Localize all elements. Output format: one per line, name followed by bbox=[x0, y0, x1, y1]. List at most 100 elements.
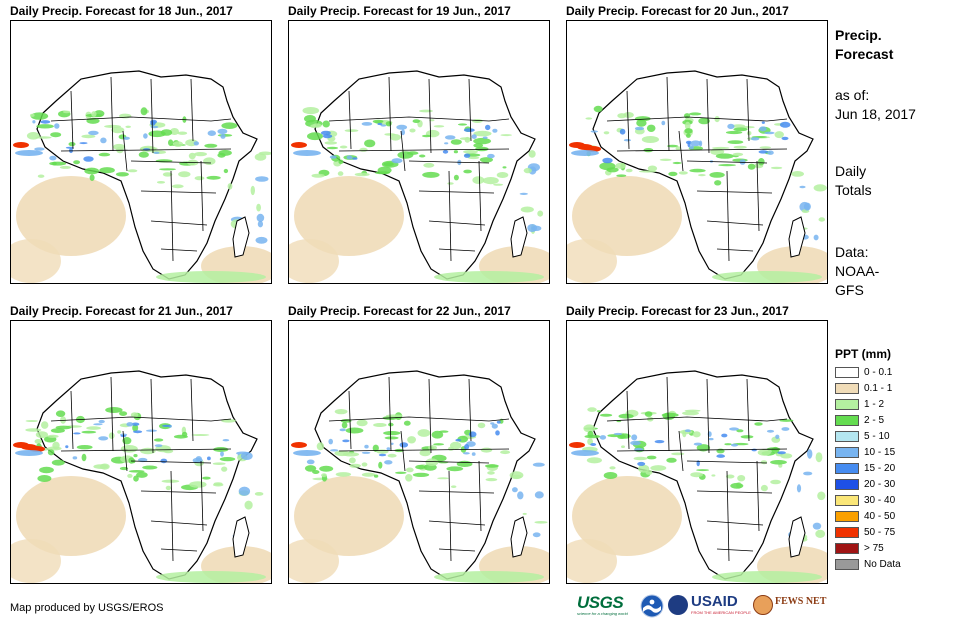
rain-cell bbox=[91, 111, 97, 117]
rain-cell bbox=[342, 452, 360, 457]
data-line-3: GFS bbox=[835, 282, 864, 298]
ocean-drizzle-area bbox=[572, 176, 682, 256]
rain-cell bbox=[373, 474, 379, 478]
rain-cell bbox=[587, 407, 597, 412]
rain-cell-heavy bbox=[384, 460, 393, 465]
rain-cell bbox=[30, 112, 49, 120]
rain-cell-heavy bbox=[491, 423, 498, 429]
rain-cell-heavy bbox=[761, 121, 765, 124]
rain-cell bbox=[321, 473, 327, 478]
rain-cell bbox=[644, 411, 653, 417]
rain-cell bbox=[736, 429, 744, 433]
indian-ocean-rain bbox=[512, 474, 522, 479]
rain-cell bbox=[603, 131, 610, 135]
country-border bbox=[190, 78, 194, 142]
rain-cell bbox=[758, 158, 765, 166]
rain-cell bbox=[617, 113, 627, 119]
rain-cell bbox=[30, 113, 35, 117]
rain-cell bbox=[140, 447, 156, 455]
rain-cell-heavy bbox=[54, 123, 60, 129]
indian-ocean-rain bbox=[519, 192, 528, 195]
legend-swatch bbox=[835, 446, 859, 458]
legend-row: 20 - 30 bbox=[835, 477, 960, 491]
rain-cell bbox=[188, 152, 196, 160]
rain-cell bbox=[302, 107, 320, 115]
rain-cell bbox=[714, 116, 720, 123]
rain-cell bbox=[359, 147, 368, 152]
rain-cell bbox=[117, 430, 122, 434]
rain-cell bbox=[322, 120, 330, 128]
ocean-drizzle-area bbox=[567, 239, 617, 283]
country-border bbox=[170, 170, 174, 262]
legend-label: 1 - 2 bbox=[864, 398, 885, 410]
rain-cell bbox=[383, 431, 401, 436]
rain-cell bbox=[395, 471, 407, 474]
country-border bbox=[400, 130, 406, 172]
country-border bbox=[400, 430, 406, 472]
indian-ocean-rain bbox=[803, 471, 813, 476]
rain-cell bbox=[621, 445, 625, 448]
precip-map bbox=[10, 320, 272, 584]
country-border bbox=[616, 148, 788, 152]
legend-label: 20 - 30 bbox=[864, 478, 896, 490]
indian-ocean-rain bbox=[534, 521, 548, 524]
country-border bbox=[468, 378, 472, 442]
country-border bbox=[418, 490, 495, 494]
rain-cell bbox=[312, 123, 322, 128]
rain-cell bbox=[384, 133, 396, 136]
rain-cell bbox=[105, 407, 123, 413]
rain-cell-heavy bbox=[391, 158, 403, 164]
intense-rain-cell bbox=[291, 442, 307, 448]
legend-label: 30 - 40 bbox=[864, 494, 896, 506]
rain-cell bbox=[34, 439, 43, 444]
country-border bbox=[338, 448, 510, 452]
rain-cell bbox=[35, 431, 48, 439]
rain-cell bbox=[119, 466, 129, 471]
rain-cell bbox=[361, 472, 376, 477]
southern-ocean-rain bbox=[712, 571, 822, 583]
indian-ocean-rain bbox=[238, 486, 251, 496]
indian-ocean-rain bbox=[528, 150, 536, 158]
rain-cell bbox=[138, 151, 149, 158]
rain-cell bbox=[47, 434, 59, 438]
rain-cell bbox=[609, 466, 616, 470]
indian-ocean-rain bbox=[512, 487, 518, 493]
country-border bbox=[726, 470, 730, 562]
legend-swatch bbox=[835, 462, 859, 474]
rain-cell bbox=[128, 457, 135, 464]
rain-cell bbox=[433, 443, 445, 446]
rain-cell-heavy bbox=[329, 155, 337, 159]
rain-cell-heavy bbox=[444, 142, 449, 145]
map-svg bbox=[289, 70, 549, 283]
rain-cell-heavy bbox=[463, 452, 470, 455]
intense-rain-cell bbox=[291, 142, 307, 148]
ocean-drizzle-area bbox=[16, 476, 126, 556]
rain-cell-heavy bbox=[49, 155, 57, 161]
rain-cell bbox=[453, 174, 459, 181]
rain-cell bbox=[733, 145, 747, 149]
rain-cell bbox=[737, 475, 746, 482]
legend-row: 1 - 2 bbox=[835, 397, 960, 411]
rain-cell bbox=[159, 168, 176, 171]
indian-ocean-rain bbox=[532, 532, 541, 538]
country-border bbox=[190, 378, 194, 442]
rain-cell bbox=[678, 171, 688, 175]
rain-cell-heavy bbox=[34, 147, 45, 151]
rain-cell bbox=[618, 413, 634, 419]
rain-cell bbox=[684, 121, 691, 130]
rain-cell bbox=[585, 117, 593, 120]
rain-cell bbox=[403, 420, 411, 426]
sidebar-title: Precip. Forecast bbox=[835, 26, 965, 64]
usaid-tagline: FROM THE AMERICAN PEOPLE bbox=[691, 610, 751, 615]
rain-cell bbox=[372, 119, 384, 124]
rain-cell bbox=[675, 146, 681, 151]
country-border bbox=[60, 148, 232, 152]
rain-cell-heavy bbox=[346, 155, 353, 160]
rain-cell bbox=[770, 166, 783, 170]
rain-cell bbox=[387, 453, 397, 458]
country-border bbox=[696, 190, 773, 194]
panel-title: Daily Precip. Forecast for 22 Jun., 2017 bbox=[288, 304, 511, 318]
rain-cell bbox=[189, 481, 207, 488]
rain-cell-heavy bbox=[306, 459, 315, 465]
rain-cell bbox=[133, 454, 138, 458]
